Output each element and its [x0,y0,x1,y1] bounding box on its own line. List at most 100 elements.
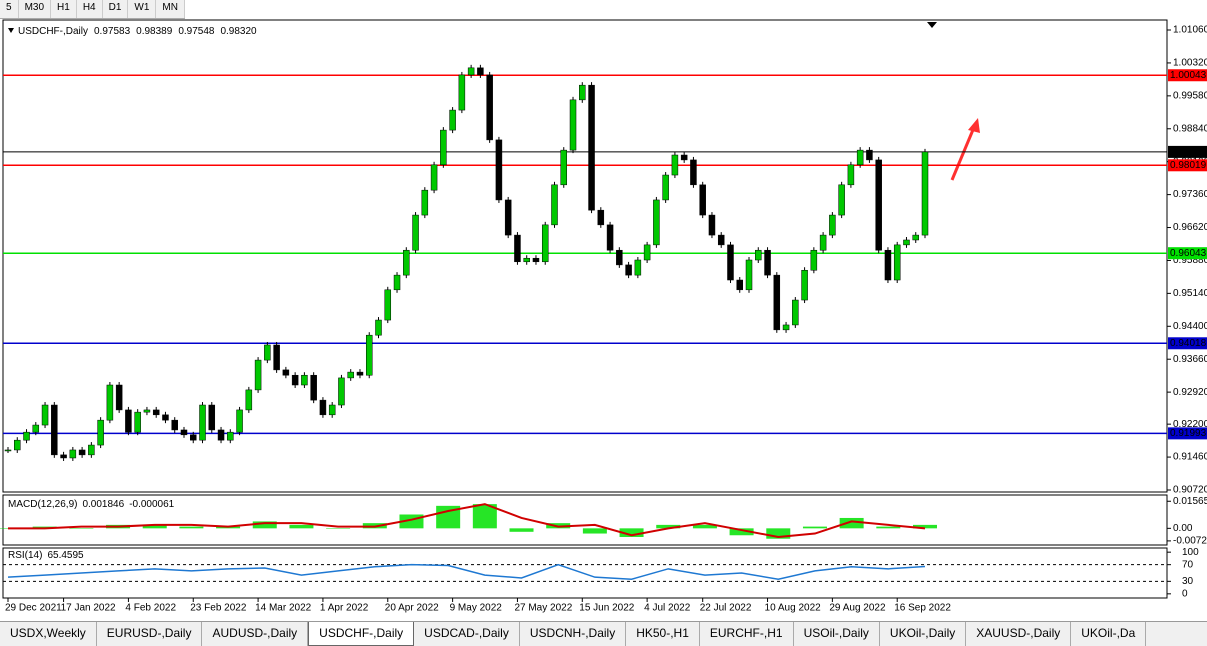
tab-bar: USDX,Weekly EURUSD-,Daily AUDUSD-,Daily USD… [0,621,1207,646]
y-tick-label: 0.92920 [1173,387,1207,398]
macd-bar [802,526,827,529]
x-tick-label: 22 Jul 2022 [700,603,752,614]
timeframe-button[interactable]: M30 [19,0,52,18]
chart-tab[interactable]: HK50-,H1 [626,622,700,646]
candle [227,431,234,441]
candle [504,199,512,236]
y-tick-label: 30 [1182,576,1194,587]
candle [32,424,40,433]
candle [810,249,818,271]
chart-tab[interactable]: XAUUSD-,Daily [966,622,1072,646]
candle [708,214,716,236]
candle [893,244,901,281]
candle [755,249,762,261]
candle [560,149,568,186]
ohlc-value: 0.98320 [220,26,257,37]
macd-bar [509,528,534,532]
candle [579,84,586,101]
chart: 1.010601.003200.995800.988400.981000.973… [0,19,1207,614]
macd-bar [69,528,94,529]
candle [430,164,438,191]
chart-tab[interactable]: USDCNH-,Daily [520,622,627,646]
candle [264,344,271,361]
chart-tab[interactable]: USOil-,Daily [794,622,880,646]
chart-tab[interactable]: UKOil-,Da [1071,622,1147,646]
level-tag [1168,247,1207,260]
candle [356,371,364,376]
candle [514,234,521,263]
candle [282,369,290,376]
chart-tab[interactable]: EURCHF-,H1 [700,622,794,646]
chart-tab[interactable]: UKOil-,Daily [880,622,967,646]
candle [819,234,827,251]
rsi-frame [2,547,1168,599]
level-label: 0.98019 [1170,160,1207,171]
candle [921,151,929,236]
candle [236,409,243,433]
panel-text: MACD(12,26,9) [8,499,77,510]
candle [171,419,178,431]
timeframe-button[interactable]: D1 [103,0,129,18]
level-label: 0.96043 [1170,248,1207,259]
candle [245,389,253,411]
timeframe-button[interactable]: H4 [77,0,103,18]
candle [588,84,595,211]
candle [717,234,725,246]
macd-bar [179,526,204,529]
candle [551,184,558,226]
chart-header: USDCHF-,Daily 0.97583 0.98389 0.97548 0.9832… [18,26,257,37]
y-tick-label: 0.00 [1173,523,1193,534]
panel-label: RSI(14) 65.4595 [8,550,84,561]
candle [680,154,688,161]
candle [792,299,799,326]
macd-bar [839,517,864,529]
chart-tab[interactable]: USDCAD-,Daily [414,622,520,646]
candle [541,224,549,263]
candle [773,274,781,331]
candle [375,319,382,336]
candle [912,234,919,241]
candle [41,404,49,426]
macd-bar [766,528,791,539]
candle [643,244,651,261]
level-tag [1168,159,1207,172]
candle [477,67,484,76]
candle [903,239,910,246]
chart-tab[interactable]: AUDUSD-,Daily [202,622,309,646]
macd-bar [326,528,351,529]
candle [625,264,632,276]
macd-frame [2,494,1168,546]
candle [616,249,623,266]
shift-marker [927,22,937,28]
chart-tab[interactable]: USDX,Weekly [0,622,97,646]
y-tick-label: -0.007259 [1173,536,1207,547]
x-tick-label: 4 Feb 2022 [125,603,176,614]
x-tick-label: 9 May 2022 [450,603,503,614]
candle [690,159,697,186]
panel-text: 0.001846 [82,499,124,510]
candle [180,429,188,436]
timeframe-button[interactable]: W1 [128,0,157,18]
candle [449,109,456,131]
candle [51,404,58,456]
header-marker [8,28,14,33]
chart-tab[interactable]: EURUSD-,Daily [97,622,203,646]
timeframe-button[interactable]: 5 [0,0,19,18]
timeframe-button[interactable]: MN [156,0,185,18]
level-label: 0.94018 [1170,338,1207,349]
y-tick-label: 70 [1182,559,1194,570]
x-tick-label: 27 May 2022 [514,603,572,614]
candle [671,154,679,176]
candle [60,454,67,459]
timeframe-button[interactable]: H1 [51,0,77,18]
ohlc-value: 0.97548 [178,26,215,37]
y-tick-label: 1.01060 [1173,25,1207,36]
y-tick-label: 0.92200 [1173,419,1207,430]
y-tick-label: 1.00320 [1173,58,1207,69]
arrow-head [968,118,980,133]
y-tick-label: 0.90720 [1173,485,1207,496]
x-tick-label: 16 Sep 2022 [894,603,951,614]
chart-tab[interactable]: USDCHF-,Daily [308,622,415,646]
candle [199,404,206,441]
candle [365,334,373,376]
